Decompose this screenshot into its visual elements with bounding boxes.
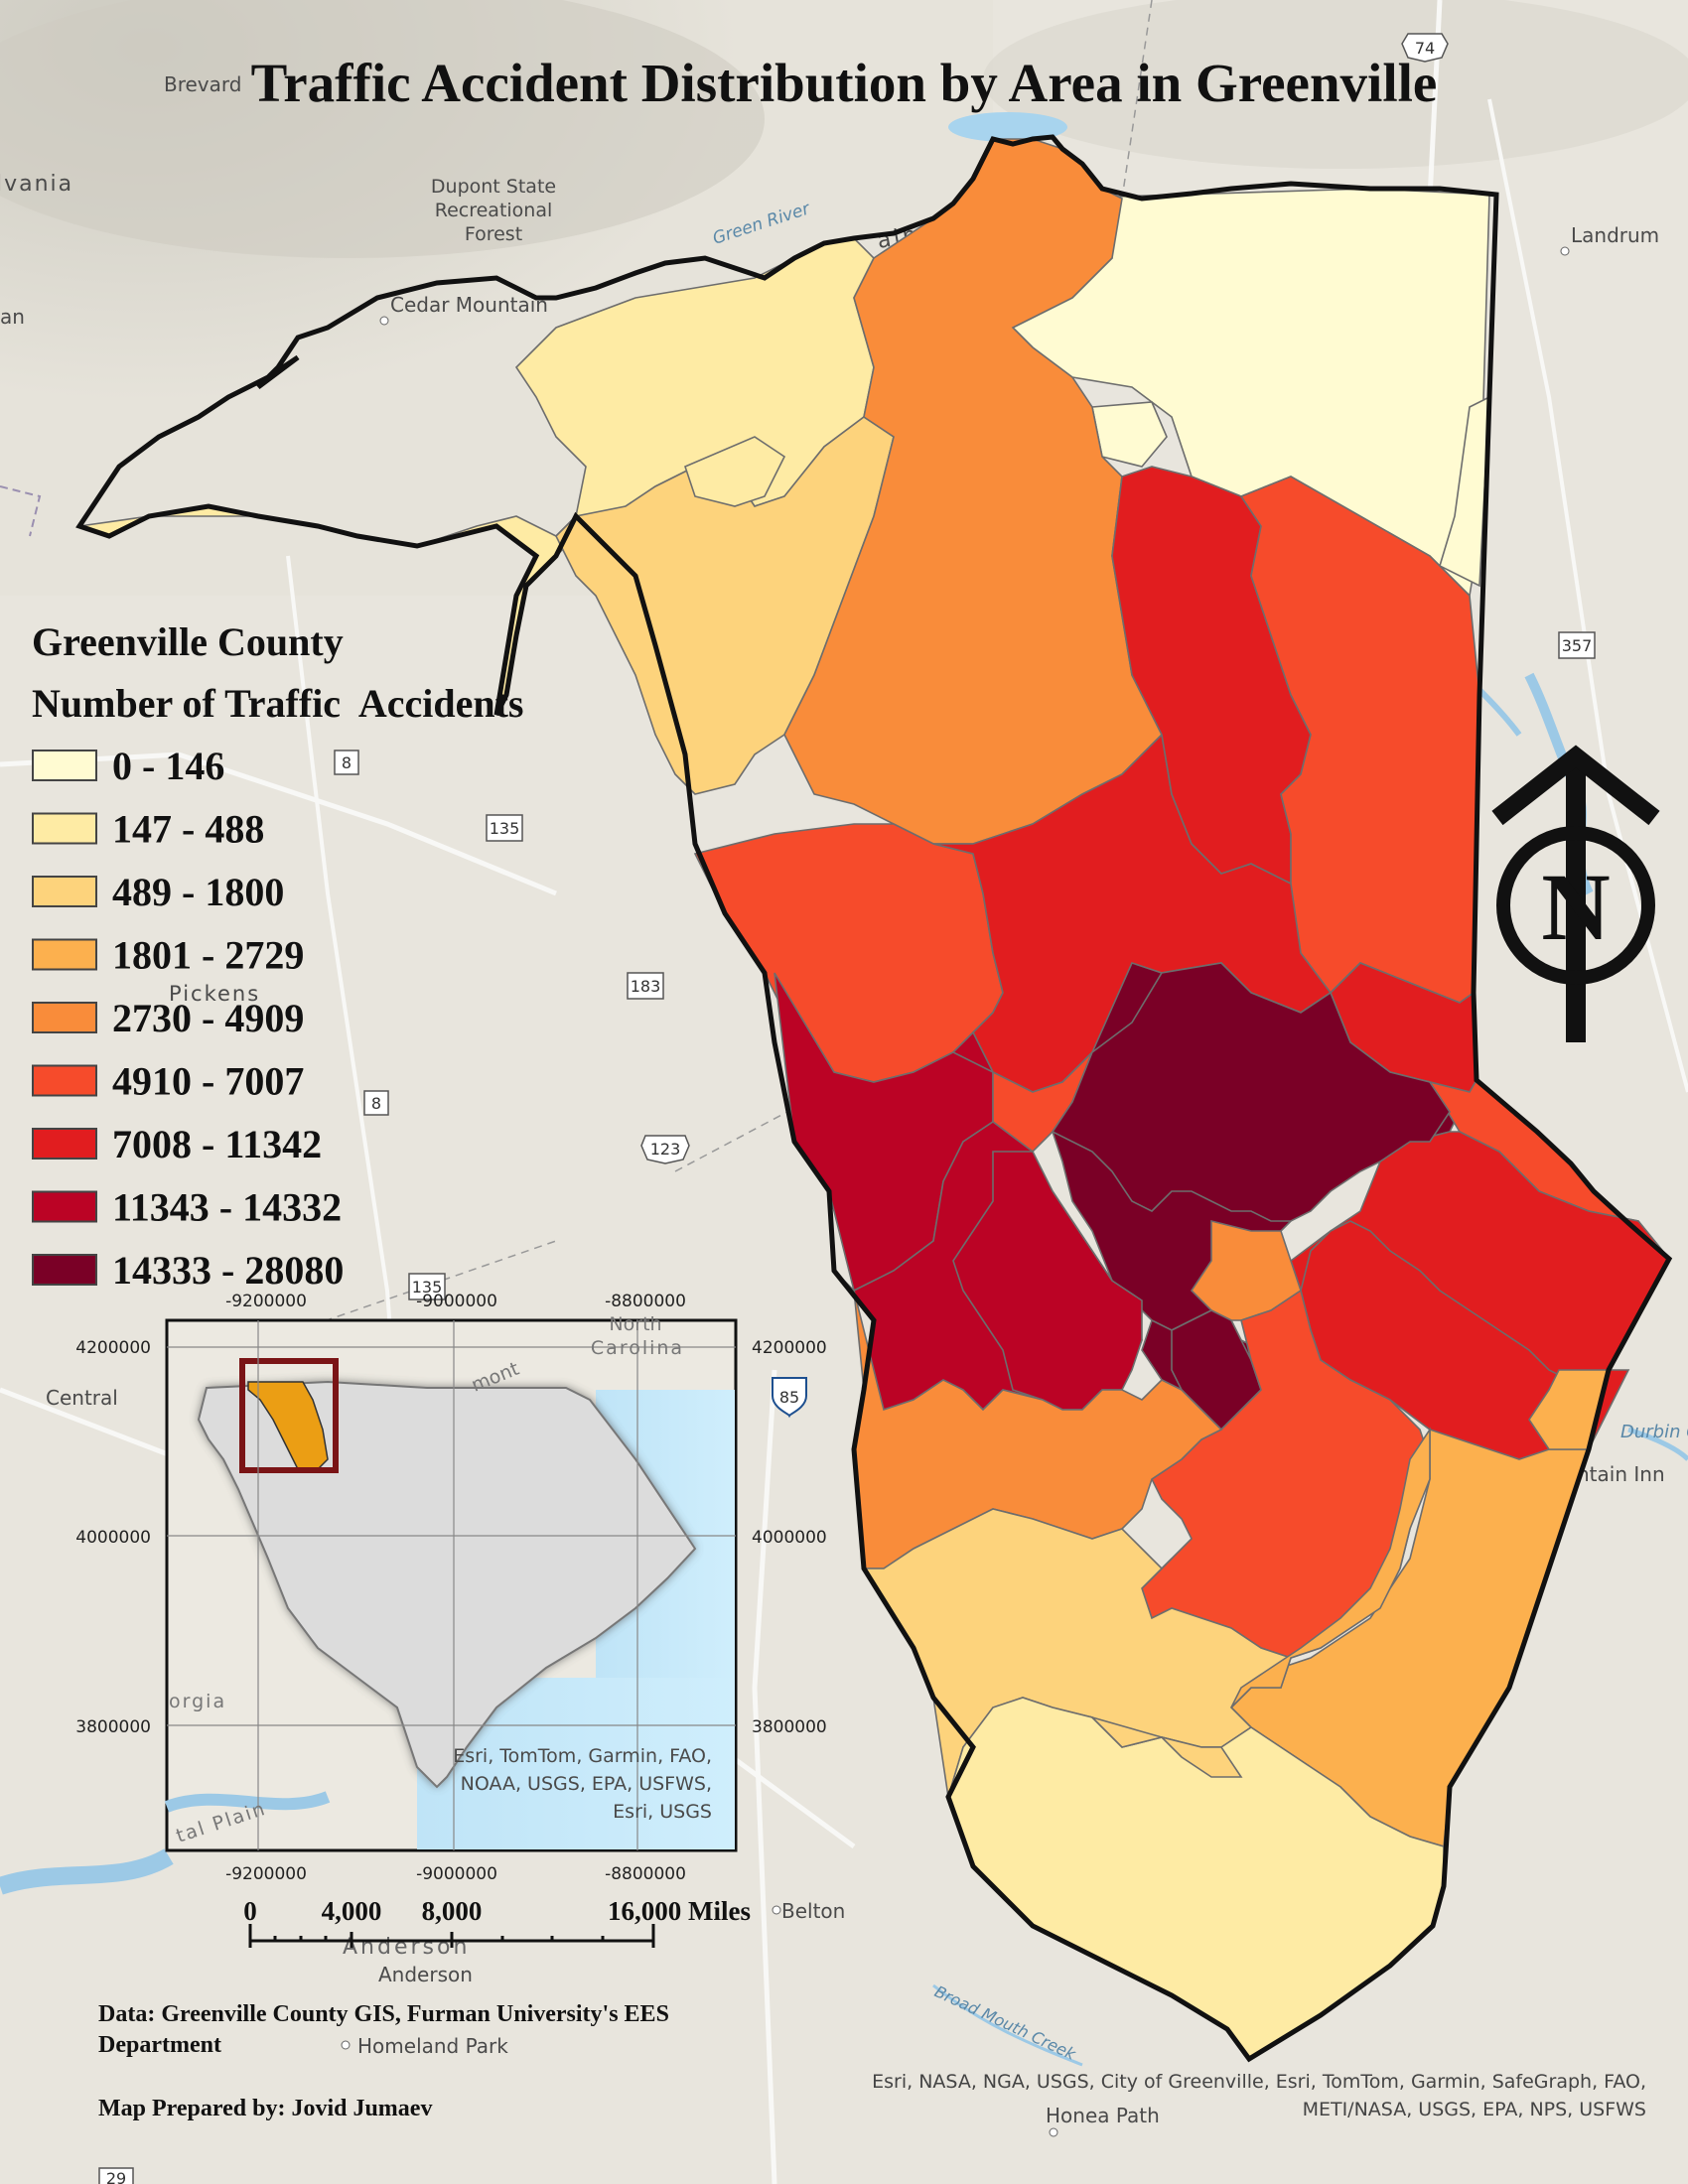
road-shields: 74 357 8 135 183 8 123 135 85 29 [98, 33, 1596, 2184]
inset-x-tick-2-bottom: -9000000 [416, 1864, 497, 1884]
shield-123: 123 [650, 1140, 681, 1159]
attribution-1: Esri, NASA, NGA, USGS, City of Greenvill… [872, 2071, 1646, 2093]
tract-12 [1239, 476, 1480, 1004]
tract-32 [1089, 1715, 1243, 1778]
county-outline [75, 134, 1673, 2063]
map-title: Traffic Accident Distribution by Area in… [251, 53, 1438, 113]
inset-y-tick-2-right: 4000000 [752, 1528, 827, 1548]
legend: Greenville County Number of Traffic Acci… [32, 619, 524, 1293]
tract-33 [1230, 1427, 1431, 1708]
label-sylvania: lvania [0, 172, 73, 197]
label-cedar-mountain: Cedar Mountain [390, 293, 548, 317]
shield-8b: 8 [371, 1094, 381, 1113]
legend-swatch-3 [32, 876, 97, 907]
label-pickens: Pickens [169, 982, 260, 1006]
inset-y-tick-2-left: 4000000 [75, 1528, 151, 1548]
data-credit-1: Data: Greenville County GIS, Furman Univ… [98, 2001, 669, 2027]
inset-label-north: North [609, 1313, 661, 1335]
prepared-by: Map Prepared by: Jovid Jumaev [98, 2096, 432, 2121]
inset-x-tick-1-top: -9200000 [225, 1292, 307, 1311]
label-belton: Belton [781, 1899, 845, 1923]
scale-label-16000: 16,000 Miles [608, 1896, 751, 1926]
label-dupont-3: Forest [465, 223, 522, 245]
legend-swatch-4 [32, 938, 97, 971]
inset-label-carolina: Carolina [591, 1337, 684, 1359]
label-dupont-2: Recreational [435, 200, 553, 221]
legend-label-3: 489 - 1800 [112, 870, 284, 914]
legend-swatch-9 [32, 1254, 97, 1286]
label-landrum: Landrum [1571, 223, 1659, 247]
county-tracts [75, 134, 1673, 2063]
legend-title-1: Greenville County [32, 619, 344, 664]
legend-swatch-1 [32, 750, 97, 781]
data-credit-2: Department [98, 2032, 221, 2058]
shield-29: 29 [106, 2169, 126, 2184]
shield-85: 85 [779, 1388, 799, 1407]
legend-label-1: 0 - 146 [112, 744, 224, 788]
legend-label-8: 11343 - 14332 [112, 1185, 342, 1230]
label-central: Central [46, 1386, 118, 1410]
scale-label-4000: 4,000 [322, 1896, 382, 1926]
tract-2 [1439, 395, 1490, 588]
legend-label-4: 1801 - 2729 [112, 933, 304, 978]
scale-label-8000: 8,000 [422, 1896, 483, 1926]
inset-attribution-1: Esri, TomTom, Garmin, FAO, [453, 1745, 712, 1767]
inset-extent-box [239, 1358, 339, 1473]
label-homeland-park: Homeland Park [357, 2034, 508, 2058]
label-honea-path: Honea Path [1046, 2104, 1160, 2127]
legend-swatch-6 [32, 1064, 97, 1097]
label-brevard: Brevard [164, 72, 241, 96]
inset-x-tick-2-top: -9000000 [416, 1292, 497, 1311]
label-dupont-1: Dupont State [431, 176, 556, 198]
shield-74: 74 [1415, 39, 1435, 58]
tract-7 [684, 436, 786, 507]
legend-swatch-5 [32, 1002, 97, 1033]
inset-x-tick-3-top: -8800000 [605, 1292, 686, 1311]
scale-bar: 0 4,000 8,000 16,000 Miles [243, 1896, 751, 1948]
label-an: an [0, 305, 25, 329]
inset-attribution-3: Esri, USGS [613, 1801, 712, 1823]
legend-label-7: 7008 - 11342 [112, 1122, 322, 1166]
inset-label-georgia: orgia [169, 1691, 226, 1712]
inset-y-tick-3-right: 3800000 [752, 1717, 827, 1737]
inset-y-tick-3-left: 3800000 [75, 1717, 151, 1737]
label-anderson-region: Anderson [343, 1935, 470, 1960]
north-arrow: N [1491, 745, 1660, 1042]
label-durbin: Durbin C [1620, 1422, 1688, 1442]
shield-135b: 135 [412, 1278, 443, 1297]
label-anderson: Anderson [378, 1963, 473, 1986]
north-letter: N [1541, 854, 1610, 960]
label-mountain-inn: ntain Inn [1577, 1462, 1665, 1486]
tract-22 [1051, 962, 1451, 1222]
attribution-2: METI/NASA, USGS, EPA, NPS, USFWS [1303, 2099, 1646, 2120]
legend-label-5: 2730 - 4909 [112, 996, 304, 1040]
shield-183: 183 [631, 977, 661, 996]
shield-8: 8 [342, 753, 352, 772]
shield-357: 357 [1562, 636, 1593, 655]
inset-state [197, 1380, 697, 1789]
inset-map: -9200000 -9000000 -8800000 -9200000 -900… [75, 1292, 826, 1884]
inset-x-tick-3-bottom: -8800000 [605, 1864, 686, 1884]
shield-135: 135 [490, 819, 520, 838]
inset-x-tick-1-bottom: -9200000 [225, 1864, 307, 1884]
legend-title-2: Number of Traffic Accidents [32, 681, 524, 726]
legend-swatch-2 [32, 812, 97, 845]
inset-y-tick-1-left: 4200000 [75, 1338, 151, 1358]
legend-label-9: 14333 - 28080 [112, 1248, 344, 1293]
legend-label-6: 4910 - 7007 [112, 1059, 304, 1104]
legend-swatch-8 [32, 1190, 97, 1223]
inset-attribution-2: NOAA, USGS, EPA, USFWS, [461, 1773, 712, 1795]
inset-y-tick-1-right: 4200000 [752, 1338, 827, 1358]
legend-label-2: 147 - 488 [112, 807, 264, 852]
scale-label-0: 0 [243, 1896, 257, 1926]
legend-swatch-7 [32, 1128, 97, 1160]
